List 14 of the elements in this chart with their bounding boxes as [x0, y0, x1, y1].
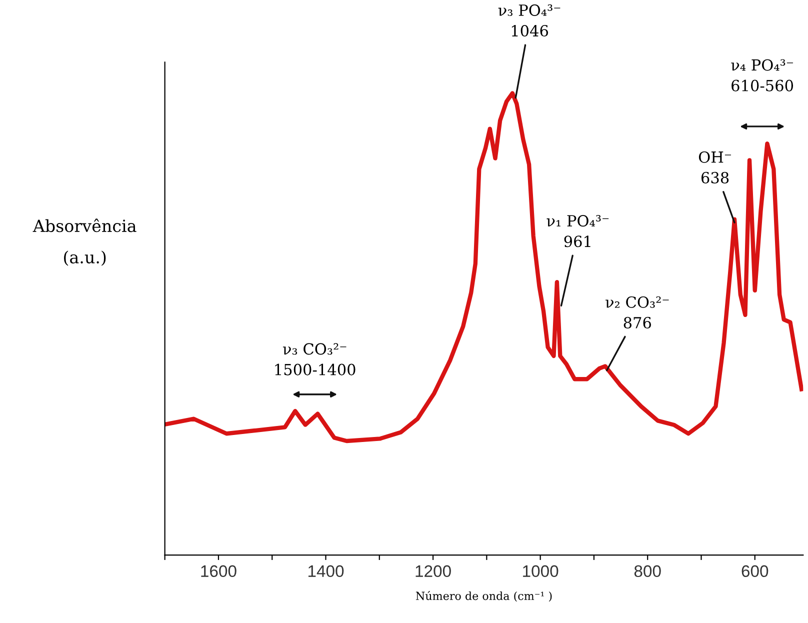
annotation: ν₂ CO₃²⁻ 876 — [606, 296, 669, 328]
x-tick-label: 1000 — [523, 565, 558, 578]
x-axis-title: Número de onda (cm⁻¹ ) — [416, 591, 552, 602]
text: ν₄ PO₄³⁻ 610-560 — [731, 59, 794, 92]
annotation: ν₃ PO₄³⁻ 1046 — [498, 4, 560, 37]
annotation: ν₃ CO₃²⁻ 1500-1400 — [275, 343, 356, 376]
annotation: ν₁ PO₄³⁻ 961 — [546, 215, 609, 248]
x-tick-label: 1600 — [201, 565, 236, 578]
x-tick-label: 1200 — [416, 565, 451, 578]
annotation: OH⁻ 638 — [698, 151, 731, 184]
y-axis-title: Absorvência (a.u.) — [32, 218, 136, 266]
x-tick-label: 1400 — [308, 565, 344, 578]
x-tick-label: 800 — [634, 565, 661, 578]
x-tick-label: 600 — [742, 565, 768, 578]
